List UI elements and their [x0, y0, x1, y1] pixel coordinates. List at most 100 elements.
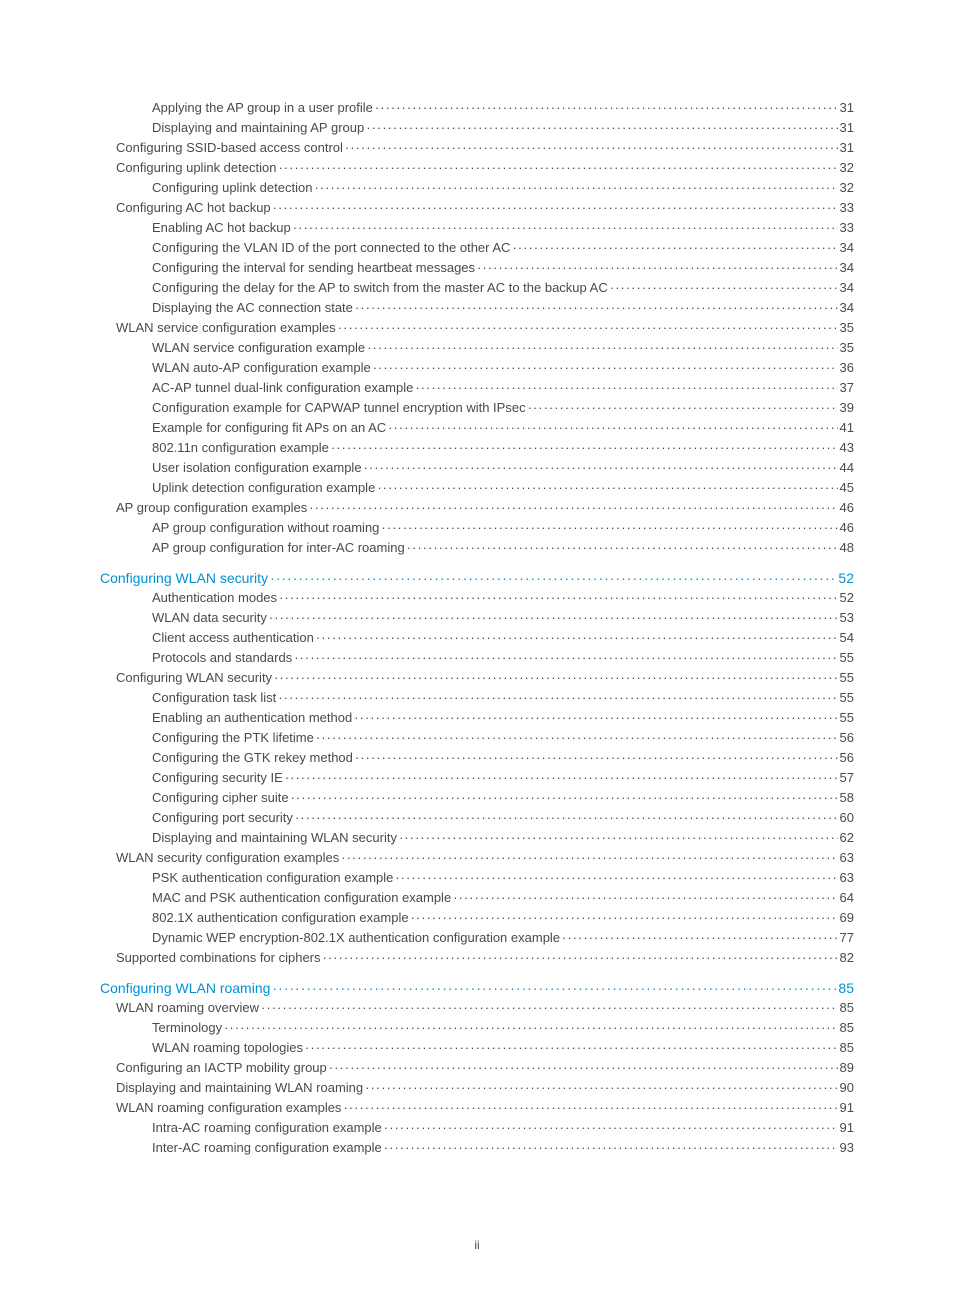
toc-entry[interactable]: Enabling an authentication method·······…: [100, 708, 854, 728]
toc-page-number: 54: [840, 628, 854, 648]
toc-entry[interactable]: AC-AP tunnel dual-link configuration exa…: [100, 378, 854, 398]
toc-entry[interactable]: Configuring the interval for sending hea…: [100, 258, 854, 278]
toc-entry[interactable]: Configuring port security···············…: [100, 808, 854, 828]
toc-leader: ········································…: [364, 458, 838, 478]
toc-entry[interactable]: 802.11n configuration example···········…: [100, 438, 854, 458]
toc-label: Displaying and maintaining WLAN roaming: [116, 1078, 363, 1098]
toc-entry[interactable]: User isolation configuration example····…: [100, 458, 854, 478]
toc-leader: ········································…: [272, 978, 836, 998]
toc-entry[interactable]: Protocols and standards·················…: [100, 648, 854, 668]
toc-entry[interactable]: WLAN service configuration example······…: [100, 338, 854, 358]
toc-entry[interactable]: Authentication modes····················…: [100, 588, 854, 608]
toc-leader: ········································…: [610, 278, 838, 298]
toc-page-number: 52: [838, 568, 854, 588]
toc-entry[interactable]: Configuring security IE·················…: [100, 768, 854, 788]
toc-page-number: 82: [840, 948, 854, 968]
toc-entry[interactable]: Intra-AC roaming configuration example··…: [100, 1118, 854, 1138]
toc-page-number: 58: [840, 788, 854, 808]
toc-label: Configuring the interval for sending hea…: [152, 258, 475, 278]
toc-entry[interactable]: Inter-AC roaming configuration example··…: [100, 1138, 854, 1158]
toc-entry[interactable]: AP group configuration for inter-AC roam…: [100, 538, 854, 558]
toc-leader: ········································…: [278, 158, 837, 178]
toc-label: Configuring WLAN security: [100, 568, 268, 588]
toc-leader: ········································…: [562, 928, 837, 948]
toc-label: Uplink detection configuration example: [152, 478, 375, 498]
toc-page-number: 56: [840, 728, 854, 748]
toc-label: WLAN roaming configuration examples: [116, 1098, 341, 1118]
toc-entry[interactable]: Configuring WLAN security···············…: [100, 668, 854, 688]
toc-section-heading[interactable]: Configuring WLAN roaming················…: [100, 978, 854, 998]
toc-leader: ········································…: [224, 1018, 837, 1038]
toc-label: Configuring security IE: [152, 768, 283, 788]
toc-label: PSK authentication configuration example: [152, 868, 393, 888]
toc-entry[interactable]: WLAN service configuration examples·····…: [100, 318, 854, 338]
toc-entry[interactable]: Configuring an IACTP mobility group·····…: [100, 1058, 854, 1078]
toc-leader: ········································…: [355, 298, 838, 318]
toc-entry[interactable]: Uplink detection configuration example··…: [100, 478, 854, 498]
toc-section-heading[interactable]: Configuring WLAN security···············…: [100, 568, 854, 588]
toc-entry[interactable]: Dynamic WEP encryption-802.1X authentica…: [100, 928, 854, 948]
toc-entry[interactable]: WLAN security configuration examples····…: [100, 848, 854, 868]
toc-entry[interactable]: Configuration task list·················…: [100, 688, 854, 708]
toc-entry[interactable]: Configuration example for CAPWAP tunnel …: [100, 398, 854, 418]
toc-label: Supported combinations for ciphers: [116, 948, 321, 968]
toc-leader: ········································…: [407, 538, 838, 558]
toc-entry[interactable]: Configuring SSID-based access control···…: [100, 138, 854, 158]
toc-entry[interactable]: Example for configuring fit APs on an AC…: [100, 418, 854, 438]
toc-entry[interactable]: Configuring cipher suite················…: [100, 788, 854, 808]
toc-entry[interactable]: Configuring uplink detection············…: [100, 178, 854, 198]
toc-entry[interactable]: WLAN data security······················…: [100, 608, 854, 628]
toc-page-number: 34: [840, 238, 854, 258]
toc-entry[interactable]: PSK authentication configuration example…: [100, 868, 854, 888]
toc-entry[interactable]: Configuring the VLAN ID of the port conn…: [100, 238, 854, 258]
toc-page-number: 89: [840, 1058, 854, 1078]
toc-entry[interactable]: Configuring the GTK rekey method········…: [100, 748, 854, 768]
toc-leader: ········································…: [305, 1038, 838, 1058]
toc-page-number: 36: [840, 358, 854, 378]
toc-entry[interactable]: Displaying and maintaining AP group·····…: [100, 118, 854, 138]
toc-page-number: 62: [840, 828, 854, 848]
toc-entry[interactable]: Enabling AC hot backup··················…: [100, 218, 854, 238]
toc-leader: ········································…: [341, 848, 837, 868]
toc-label: Dynamic WEP encryption-802.1X authentica…: [152, 928, 560, 948]
toc-label: Configuration task list: [152, 688, 276, 708]
toc-entry[interactable]: Configuring AC hot backup···············…: [100, 198, 854, 218]
toc-entry[interactable]: Displaying and maintaining WLAN security…: [100, 828, 854, 848]
toc-entry[interactable]: Applying the AP group in a user profile·…: [100, 98, 854, 118]
toc-entry[interactable]: Terminology·····························…: [100, 1018, 854, 1038]
toc-label: Configuring uplink detection: [152, 178, 312, 198]
toc-entry[interactable]: 802.1X authentication configuration exam…: [100, 908, 854, 928]
toc-leader: ········································…: [375, 98, 838, 118]
toc-label: AP group configuration examples: [116, 498, 307, 518]
toc-entry[interactable]: WLAN roaming topologies·················…: [100, 1038, 854, 1058]
toc-entry[interactable]: WLAN roaming configuration examples·····…: [100, 1098, 854, 1118]
toc-entry[interactable]: Client access authentication············…: [100, 628, 854, 648]
toc-leader: ········································…: [338, 318, 838, 338]
toc-entry[interactable]: WLAN auto-AP configuration example······…: [100, 358, 854, 378]
toc-entry[interactable]: Configuring the PTK lifetime············…: [100, 728, 854, 748]
toc-leader: ········································…: [278, 688, 837, 708]
toc-page-number: 64: [840, 888, 854, 908]
toc-entry[interactable]: Configuring the delay for the AP to swit…: [100, 278, 854, 298]
toc-label: WLAN roaming topologies: [152, 1038, 303, 1058]
toc-label: Client access authentication: [152, 628, 314, 648]
toc-leader: ········································…: [367, 338, 837, 358]
toc-leader: ········································…: [329, 1058, 838, 1078]
toc-label: Configuring AC hot backup: [116, 198, 271, 218]
toc-page-number: 31: [840, 118, 854, 138]
toc-leader: ········································…: [528, 398, 838, 418]
toc-entry[interactable]: Supported combinations for ciphers······…: [100, 948, 854, 968]
toc-page-number: 55: [840, 688, 854, 708]
toc-page-number: 91: [840, 1118, 854, 1138]
toc-entry[interactable]: Displaying the AC connection state······…: [100, 298, 854, 318]
toc-entry[interactable]: AP group configuration examples·········…: [100, 498, 854, 518]
toc-entry[interactable]: WLAN roaming overview···················…: [100, 998, 854, 1018]
toc-leader: ········································…: [314, 178, 837, 198]
toc-label: Configuring SSID-based access control: [116, 138, 343, 158]
toc-entry[interactable]: MAC and PSK authentication configuration…: [100, 888, 854, 908]
toc-leader: ········································…: [477, 258, 838, 278]
toc-entry[interactable]: Displaying and maintaining WLAN roaming·…: [100, 1078, 854, 1098]
toc-entry[interactable]: AP group configuration without roaming··…: [100, 518, 854, 538]
toc-entry[interactable]: Configuring uplink detection············…: [100, 158, 854, 178]
toc-leader: ········································…: [270, 568, 836, 588]
